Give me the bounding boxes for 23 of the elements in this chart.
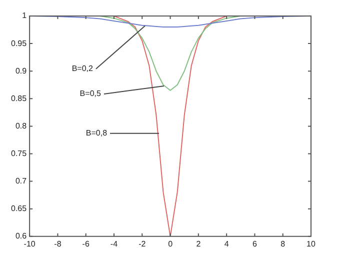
x-tick-label: 6 [252,239,258,248]
y-tick-label: 1 [22,11,28,20]
y-tick-label: 0.9 [15,66,28,76]
y-tick-label: 0.7 [15,176,28,186]
y-tick-label: 0.85 [10,94,28,103]
annotation: B=0,5 [80,89,102,98]
x-tick-label: -2 [138,239,146,248]
x-tick-label: 4 [224,239,230,248]
x-tick-label: 2 [196,239,202,248]
x-tick-label: 0 [168,239,174,248]
x-tick-label: -10 [24,239,36,248]
x-tick-label: 10 [306,239,316,248]
y-tick-label: 0.95 [10,38,28,48]
y-tick-label: 0.65 [10,204,28,214]
x-tick-label: -8 [54,239,62,248]
x-tick-label: -6 [82,239,90,248]
y-tick-label: 0.8 [15,121,28,130]
x-tick-label: 8 [280,239,286,248]
y-tick-label: 0.6 [15,232,28,241]
annotation: B=0,8 [86,128,108,138]
x-tick-label: -4 [110,239,118,248]
annotation: B=0,2 [72,64,94,74]
y-tick-label: 0.75 [10,148,28,158]
